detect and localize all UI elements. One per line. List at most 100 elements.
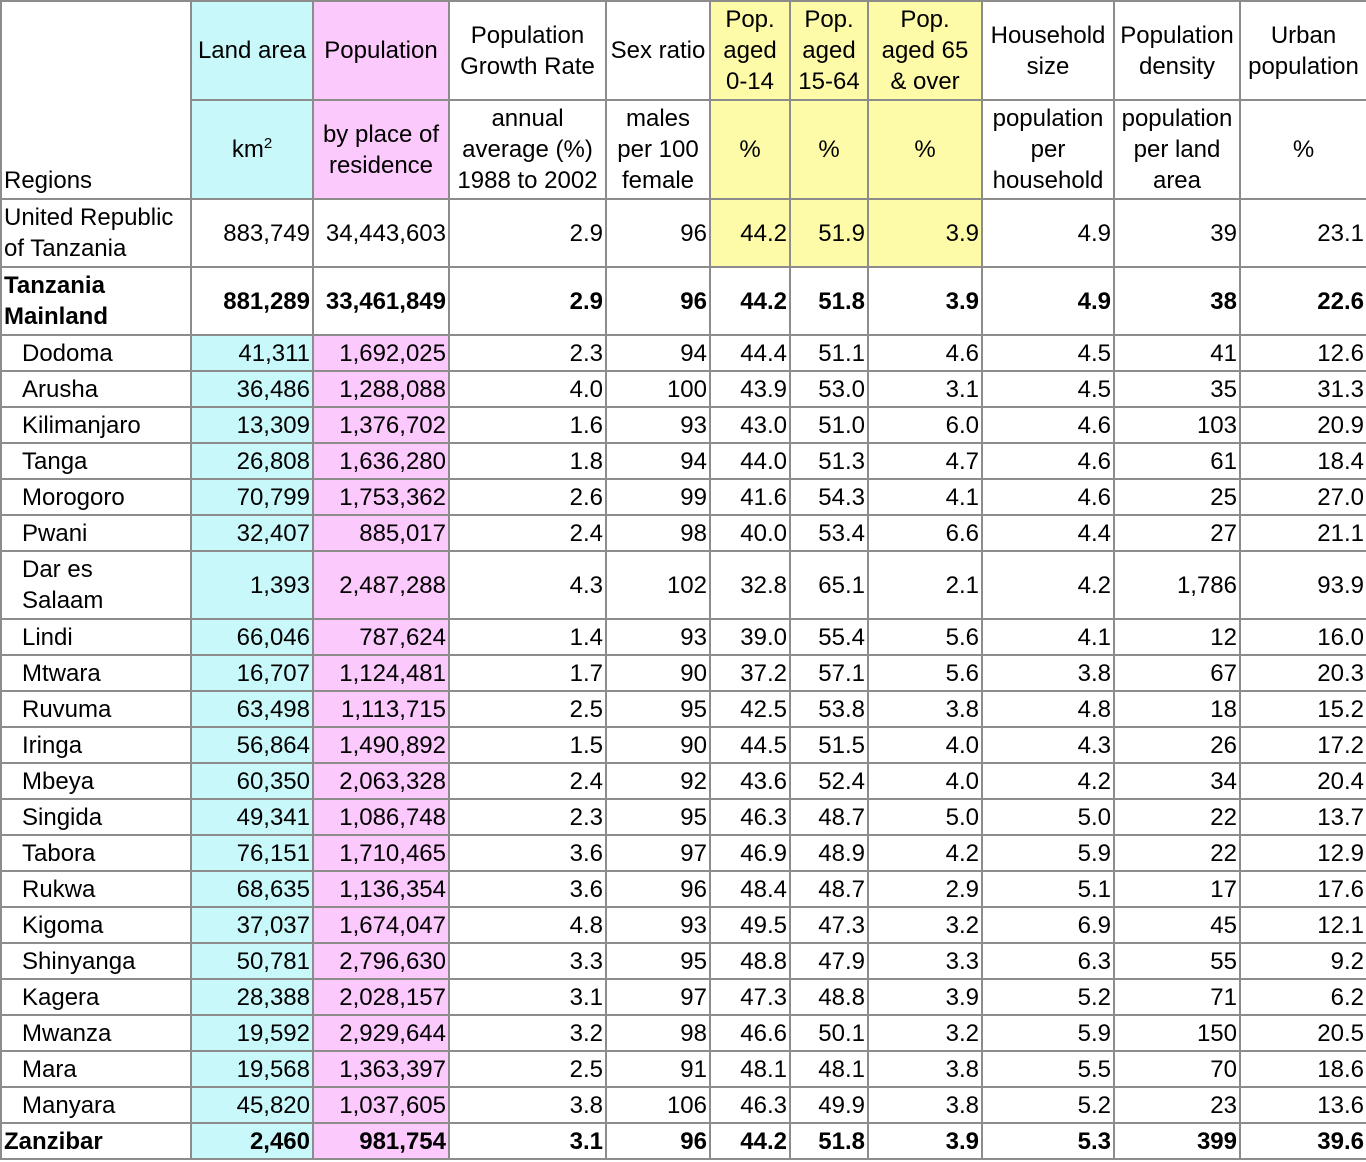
table-row: Tanzania Mainland 881,289 33,461,849 2.9 96 4… xyxy=(0,266,1366,336)
cell-population-density: 55 xyxy=(1113,942,1241,980)
region-name: Kagera xyxy=(0,978,192,1016)
table-row: Singida 49,341 1,086,748 2.3 95 46.3 48.7 5.0 5.… xyxy=(0,798,1366,836)
cell-household-size: 5.2 xyxy=(981,1086,1115,1124)
cell-population: 2,929,644 xyxy=(312,1014,450,1052)
cell-population-density: 39 xyxy=(1113,198,1241,268)
region-name: Rukwa xyxy=(0,870,192,908)
cell-pop-65-over: 3.8 xyxy=(867,1050,983,1088)
header-row-2: km2 by place of residence annual average… xyxy=(1,99,1366,200)
cell-land-area: 28,388 xyxy=(190,978,314,1016)
cell-population-density: 71 xyxy=(1113,978,1241,1016)
cell-growth-rate: 1.8 xyxy=(448,442,607,480)
cell-population-density: 25 xyxy=(1113,478,1241,516)
cell-pop-65-over: 3.3 xyxy=(867,942,983,980)
unit-pop-15-64: % xyxy=(789,99,869,200)
cell-pop-65-over: 4.0 xyxy=(867,726,983,764)
cell-sex-ratio: 97 xyxy=(605,978,711,1016)
table-row: Kigoma 37,037 1,674,047 4.8 93 49.5 47.3 3.2 6.9… xyxy=(0,906,1366,944)
cell-pop-0-14: 43.9 xyxy=(709,370,791,408)
cell-population-density: 34 xyxy=(1113,762,1241,800)
table-row: Shinyanga 50,781 2,796,630 3.3 95 48.8 47.9 3.3… xyxy=(0,942,1366,980)
region-name: Tanga xyxy=(0,442,192,480)
cell-pop-15-64: 48.9 xyxy=(789,834,869,872)
cell-household-size: 4.2 xyxy=(981,762,1115,800)
header-urban-population: Urban population xyxy=(1239,0,1366,101)
cell-pop-65-over: 4.6 xyxy=(867,334,983,372)
cell-pop-65-over: 4.2 xyxy=(867,834,983,872)
cell-urban-population: 22.6 xyxy=(1239,266,1366,336)
cell-growth-rate: 2.3 xyxy=(448,798,607,836)
cell-pop-15-64: 51.9 xyxy=(789,198,869,268)
cell-household-size: 5.3 xyxy=(981,1122,1115,1160)
cell-population-density: 41 xyxy=(1113,334,1241,372)
cell-pop-0-14: 48.4 xyxy=(709,870,791,908)
cell-urban-population: 16.0 xyxy=(1239,618,1366,656)
cell-land-area: 70,799 xyxy=(190,478,314,516)
cell-land-area: 66,046 xyxy=(190,618,314,656)
header-regions: Regions xyxy=(0,0,192,200)
cell-pop-15-64: 57.1 xyxy=(789,654,869,692)
cell-land-area: 68,635 xyxy=(190,870,314,908)
region-name: Mbeya xyxy=(0,762,192,800)
cell-sex-ratio: 90 xyxy=(605,654,711,692)
cell-land-area: 881,289 xyxy=(190,266,314,336)
cell-land-area: 19,568 xyxy=(190,1050,314,1088)
cell-growth-rate: 3.2 xyxy=(448,1014,607,1052)
cell-population: 1,490,892 xyxy=(312,726,450,764)
cell-sex-ratio: 96 xyxy=(605,266,711,336)
cell-urban-population: 17.6 xyxy=(1239,870,1366,908)
region-name: Mtwara xyxy=(0,654,192,692)
cell-urban-population: 13.6 xyxy=(1239,1086,1366,1124)
unit-population-density: population per land area xyxy=(1113,99,1241,200)
cell-household-size: 6.3 xyxy=(981,942,1115,980)
region-name: Ruvuma xyxy=(0,690,192,728)
cell-household-size: 4.8 xyxy=(981,690,1115,728)
cell-household-size: 5.9 xyxy=(981,1014,1115,1052)
region-name-line: Salaam xyxy=(22,587,104,614)
table-row: Lindi 66,046 787,624 1.4 93 39.0 55.4 5.6 4.1 12 1… xyxy=(0,618,1366,656)
cell-population-density: 61 xyxy=(1113,442,1241,480)
cell-pop-15-64: 51.8 xyxy=(789,1122,869,1160)
cell-population: 1,753,362 xyxy=(312,478,450,516)
table-row: Iringa 56,864 1,490,892 1.5 90 44.5 51.5 4.0 4.3… xyxy=(0,726,1366,764)
cell-urban-population: 12.9 xyxy=(1239,834,1366,872)
header-row-1: Regions Land area Population Population … xyxy=(0,0,1366,200)
cell-pop-0-14: 44.2 xyxy=(709,1122,791,1160)
cell-pop-0-14: 41.6 xyxy=(709,478,791,516)
table-row: Dar es Salaam 1,393 2,487,288 4.3 102 32.8 65.1… xyxy=(0,550,1366,620)
cell-pop-0-14: 44.2 xyxy=(709,198,791,268)
cell-pop-15-64: 51.3 xyxy=(789,442,869,480)
cell-urban-population: 23.1 xyxy=(1239,198,1366,268)
region-name: Tabora xyxy=(0,834,192,872)
cell-population-density: 12 xyxy=(1113,618,1241,656)
unit-household-size: population per household xyxy=(981,99,1115,200)
cell-sex-ratio: 94 xyxy=(605,442,711,480)
cell-population: 1,692,025 xyxy=(312,334,450,372)
region-name: Lindi xyxy=(0,618,192,656)
cell-population-density: 70 xyxy=(1113,1050,1241,1088)
cell-pop-0-14: 46.3 xyxy=(709,1086,791,1124)
cell-pop-15-64: 53.8 xyxy=(789,690,869,728)
cell-pop-0-14: 44.2 xyxy=(709,266,791,336)
cell-urban-population: 39.6 xyxy=(1239,1122,1366,1160)
cell-pop-15-64: 48.7 xyxy=(789,798,869,836)
cell-household-size: 6.9 xyxy=(981,906,1115,944)
table-row: Arusha 36,486 1,288,088 4.0 100 43.9 53.0 3.1 4.… xyxy=(0,370,1366,408)
cell-land-area: 63,498 xyxy=(190,690,314,728)
cell-land-area: 1,393 xyxy=(190,550,314,620)
table-row: Pwani 32,407 885,017 2.4 98 40.0 53.4 6.6 4.4 27 2… xyxy=(0,514,1366,552)
cell-pop-0-14: 39.0 xyxy=(709,618,791,656)
cell-population-density: 399 xyxy=(1113,1122,1241,1160)
header-population-density: Population density xyxy=(1113,0,1241,101)
cell-household-size: 4.3 xyxy=(981,726,1115,764)
cell-urban-population: 18.4 xyxy=(1239,442,1366,480)
cell-sex-ratio: 95 xyxy=(605,942,711,980)
cell-population: 1,674,047 xyxy=(312,906,450,944)
cell-pop-15-64: 49.9 xyxy=(789,1086,869,1124)
cell-sex-ratio: 96 xyxy=(605,870,711,908)
cell-population-density: 67 xyxy=(1113,654,1241,692)
cell-household-size: 4.5 xyxy=(981,370,1115,408)
cell-population: 885,017 xyxy=(312,514,450,552)
cell-growth-rate: 1.5 xyxy=(448,726,607,764)
cell-population: 2,487,288 xyxy=(312,550,450,620)
